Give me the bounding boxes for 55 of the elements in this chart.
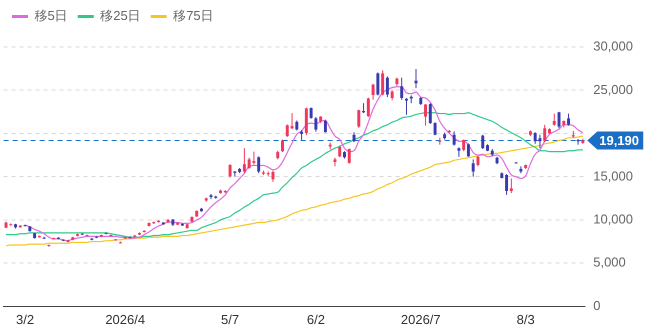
candlestick: [452, 130, 456, 146]
candlestick: [372, 83, 375, 100]
candlestick: [386, 76, 389, 98]
x-tick-label: 2026/7: [400, 312, 441, 327]
candlestick: [366, 97, 370, 118]
candlestick: [414, 68, 418, 89]
candlestick: [257, 156, 260, 174]
candlestick: [558, 111, 560, 129]
x-tick-label: 8/3: [516, 312, 535, 327]
y-tick-label: 10,000: [593, 212, 634, 227]
legend-label: 移5日: [34, 8, 68, 24]
line-series: [5, 135, 584, 246]
candlestick: [428, 102, 432, 124]
candlestick: [338, 145, 342, 158]
candlestick: [362, 102, 366, 114]
candlestick: [252, 151, 256, 166]
candlestick: [314, 116, 318, 132]
candlestick: [462, 139, 466, 152]
y-tick-label: 5,000: [593, 254, 626, 270]
y-tick-label: 0: [593, 298, 600, 313]
candlestick: [357, 109, 360, 128]
candlestick: [300, 130, 304, 140]
candlestick: [376, 72, 380, 96]
candlestick: [510, 178, 513, 194]
candlestick: [567, 113, 570, 126]
candlestick: [272, 170, 274, 182]
candlestick: [434, 122, 437, 136]
y-tick-label: 25,000: [593, 82, 634, 97]
candlestick: [476, 155, 480, 167]
candlestick: [424, 104, 428, 126]
ref-line-label: 19,190: [599, 133, 640, 148]
candlestick: [352, 132, 356, 143]
candlestick: [381, 70, 384, 96]
candlestick: [400, 77, 404, 100]
candlestick: [538, 134, 542, 149]
y-tick-label: 15,000: [593, 168, 634, 184]
candlestick: [281, 139, 284, 153]
x-tick-label: 6/2: [306, 312, 325, 327]
candlestick: [324, 119, 327, 134]
candlestick: [472, 158, 475, 178]
x-tick-label: 5/7: [221, 312, 240, 327]
candlestick: [466, 142, 470, 158]
candlestick: [310, 107, 313, 120]
candlestick: [457, 146, 460, 158]
legend-label: 移25日: [100, 8, 141, 24]
candlestick: [404, 98, 408, 116]
y-tick-label: 30,000: [593, 38, 634, 54]
candlestick: [543, 124, 546, 143]
candlestick: [534, 132, 537, 144]
legend-label: 移75日: [173, 8, 214, 24]
candlestick: [295, 120, 298, 131]
candlestick: [390, 90, 394, 101]
candlestick: [228, 164, 232, 178]
x-tick-label: 3/2: [16, 312, 34, 327]
x-tick-label: 2026/4: [105, 312, 146, 327]
